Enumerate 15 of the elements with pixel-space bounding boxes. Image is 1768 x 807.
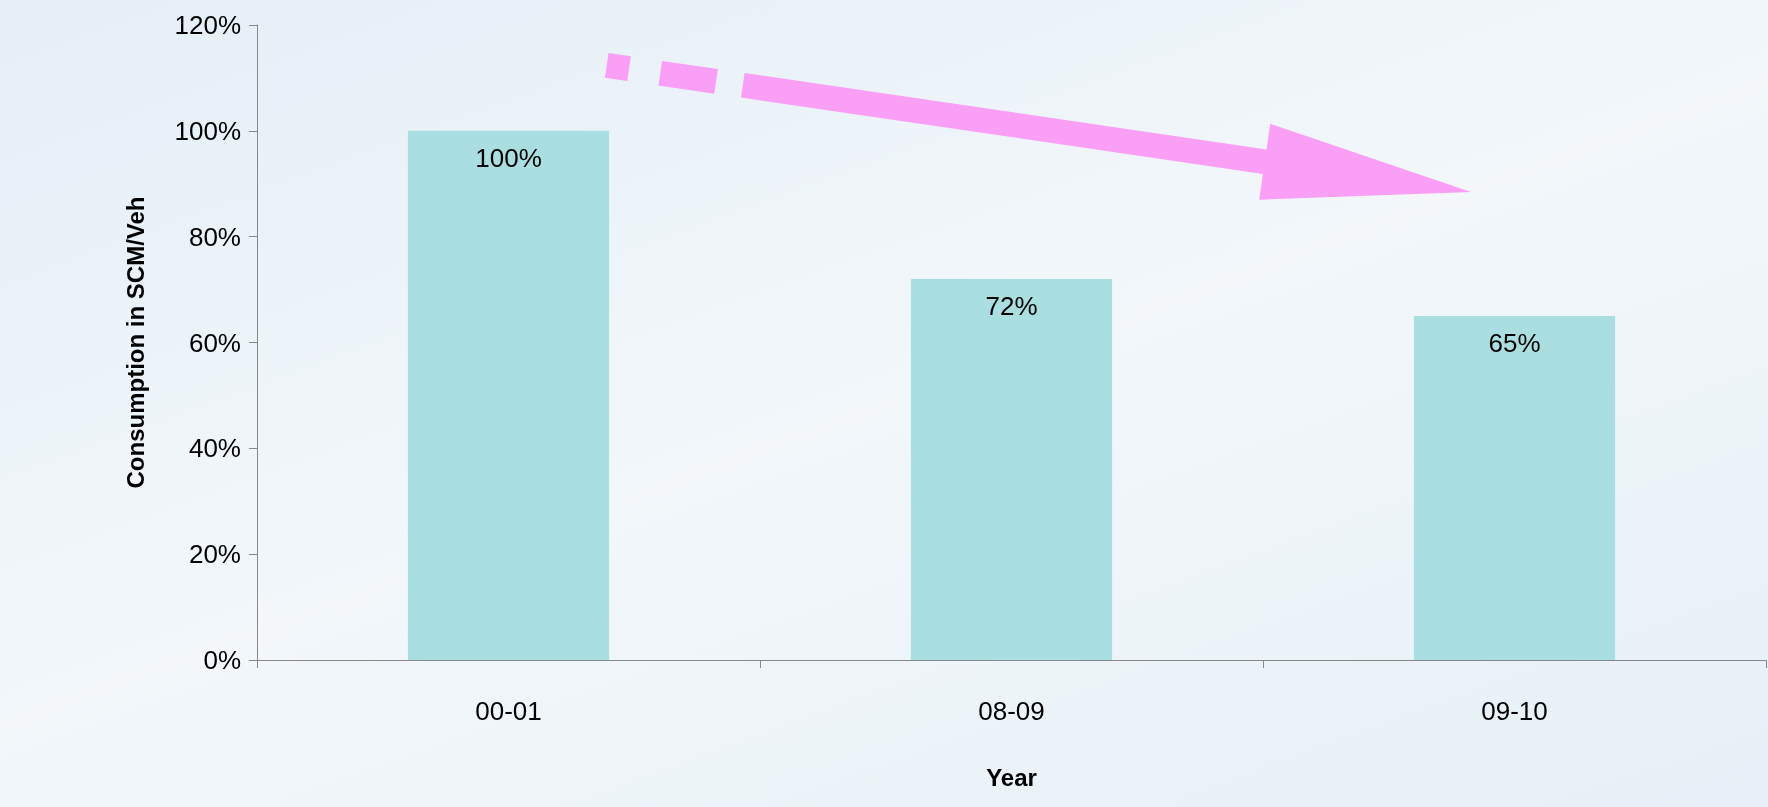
x-tick-label: 00-01: [475, 696, 542, 726]
y-tick-label: 120%: [174, 10, 241, 40]
data-label: 65%: [1488, 328, 1541, 359]
x-axis-title: Year: [986, 763, 1037, 791]
x-tick-label: 09-10: [1481, 696, 1548, 726]
y-tick-label: 100%: [174, 115, 241, 146]
data-label: 72%: [985, 291, 1038, 321]
y-tick-label: 40%: [188, 433, 241, 464]
data-label: 100%: [475, 142, 542, 173]
y-axis-title: Consumption in SCM/Veh: [121, 196, 149, 489]
y-tick-label: 60%: [188, 327, 241, 358]
y-tick-label: 80%: [188, 221, 241, 252]
y-tick-label: 0%: [203, 645, 241, 675]
y-tick-label: 20%: [188, 539, 241, 570]
x-tick-label: 08-09: [978, 696, 1045, 726]
